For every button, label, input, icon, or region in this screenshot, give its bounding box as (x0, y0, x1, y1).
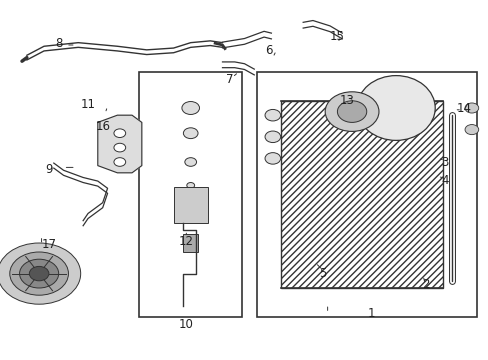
Text: 6: 6 (264, 44, 272, 57)
Circle shape (264, 109, 280, 121)
Text: 14: 14 (456, 102, 471, 114)
Polygon shape (98, 115, 142, 173)
Text: 8: 8 (55, 37, 62, 50)
Text: 9: 9 (45, 163, 53, 176)
Text: 10: 10 (178, 318, 193, 330)
Bar (281, 101, 442, 288)
Circle shape (464, 125, 478, 135)
Circle shape (264, 153, 280, 164)
Circle shape (20, 259, 59, 288)
Text: 12: 12 (178, 235, 193, 248)
Bar (256, 72, 476, 317)
Text: 11: 11 (81, 98, 95, 111)
Text: 3: 3 (440, 156, 448, 168)
Circle shape (325, 92, 378, 131)
Text: 17: 17 (41, 238, 56, 251)
Circle shape (264, 131, 280, 143)
Circle shape (186, 183, 194, 188)
Text: 15: 15 (329, 30, 344, 42)
Text: 4: 4 (440, 174, 448, 186)
Circle shape (114, 129, 125, 138)
Circle shape (114, 158, 125, 166)
Circle shape (0, 243, 81, 304)
Text: 1: 1 (367, 307, 375, 320)
Circle shape (183, 128, 198, 139)
Bar (183, 234, 198, 252)
Circle shape (10, 252, 68, 295)
Text: 2: 2 (421, 278, 428, 291)
Circle shape (337, 101, 366, 122)
Circle shape (464, 103, 478, 113)
Text: 5: 5 (318, 267, 326, 280)
Circle shape (182, 102, 199, 114)
Circle shape (29, 266, 49, 281)
Circle shape (184, 158, 196, 166)
Ellipse shape (356, 76, 434, 140)
Text: 7: 7 (225, 73, 233, 86)
Bar (173, 187, 207, 223)
Text: 13: 13 (339, 94, 354, 107)
Bar (139, 72, 242, 317)
Text: 16: 16 (95, 120, 110, 132)
Circle shape (114, 143, 125, 152)
